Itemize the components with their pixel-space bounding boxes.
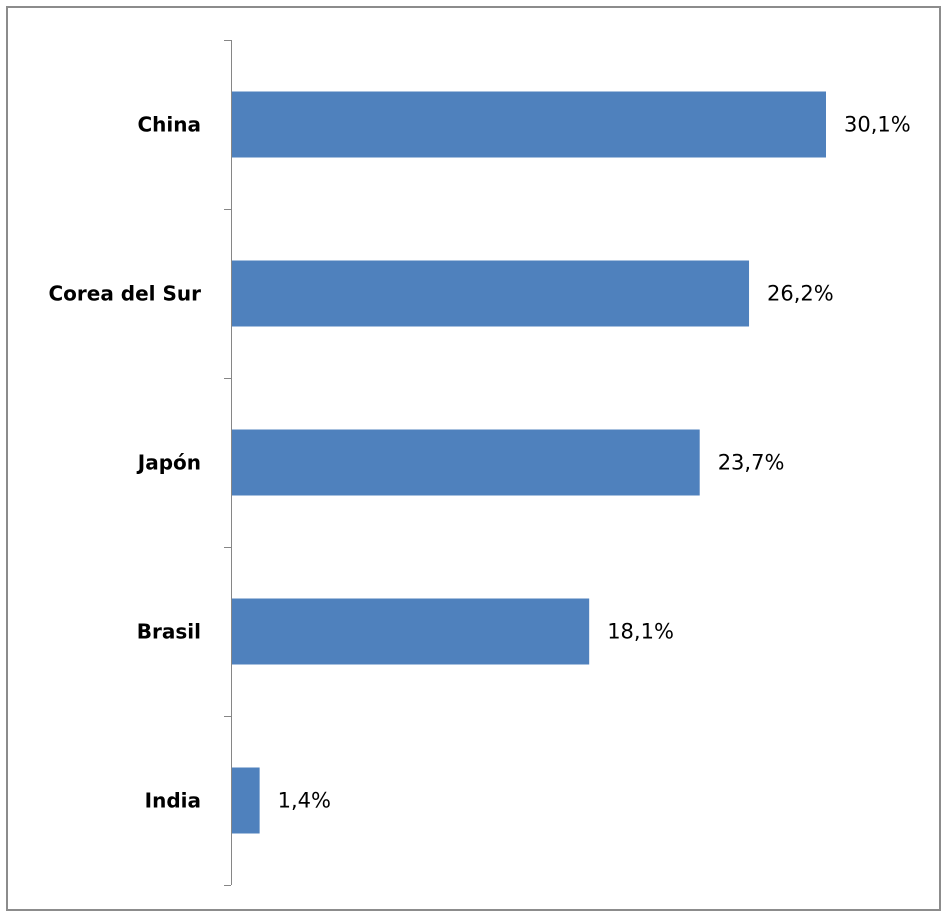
category-label: China [137, 113, 201, 137]
bar-1 [232, 260, 750, 327]
category-label: Japón [136, 451, 201, 475]
bar-2 [232, 429, 700, 496]
data-label: 1,4% [278, 789, 331, 813]
category-label: India [145, 789, 201, 813]
category-label: Brasil [137, 620, 201, 644]
bar-3 [232, 598, 590, 665]
data-label: 23,7% [718, 451, 785, 475]
bar-0 [232, 91, 826, 158]
category-label: Corea del Sur [48, 282, 201, 306]
data-label: 30,1% [844, 113, 911, 137]
data-label: 18,1% [607, 620, 674, 644]
label-layer: China 30,1% Corea del Sur 26,2% Japón 23,7% Br… [48, 113, 910, 813]
category-axis [224, 40, 232, 886]
bar-series [232, 91, 826, 834]
data-label: 26,2% [767, 282, 834, 306]
bar-4 [232, 767, 260, 834]
